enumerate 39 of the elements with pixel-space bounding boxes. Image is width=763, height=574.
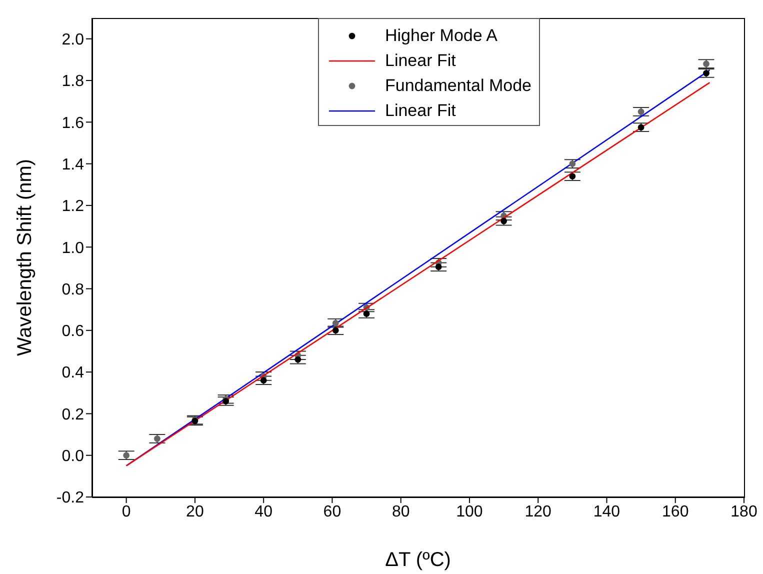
point [569,160,576,167]
x-tick-label: 140 [593,503,620,520]
legend-label: Linear Fit [385,100,456,120]
x-tick-label: 120 [524,503,552,520]
y-tick-label: 1.2 [62,198,84,216]
x-tick-label: 0 [122,503,131,520]
point [260,377,267,384]
x-tick-label: 100 [456,503,483,520]
y-tick-label: -0.2 [56,490,84,507]
point [154,435,160,442]
y-tick-label: 2.0 [62,32,84,49]
point [638,124,644,131]
x-tick-label: 60 [323,503,342,520]
y-tick-label: 1.6 [62,114,84,132]
x-tick-label: 180 [730,503,758,520]
point [123,452,130,459]
point [500,218,507,224]
y-tick-label: 0.2 [62,406,84,424]
point [569,173,576,180]
y-tick-label: 1.0 [62,240,84,257]
y-tick-label: 1.4 [62,156,84,174]
legend-label: Linear Fit [385,50,456,70]
y-axis-title: Wavelength Shift (nm) [14,158,36,356]
y-tick-label: 0.0 [62,448,84,466]
point [638,108,644,115]
point [222,398,230,404]
y-tick-label: 1.8 [62,73,84,90]
x-tick-label: 80 [392,503,410,520]
point [435,264,442,270]
x-tick-label: 20 [186,503,204,520]
point [294,356,302,363]
y-tick-label: 0.8 [62,281,84,298]
y-tick-label: 0.4 [62,364,84,382]
y-tick-label: 0.6 [62,323,84,340]
x-tick-label: 160 [662,503,689,520]
x-tick-label: 40 [254,503,273,520]
legend-label: Higher Mode A [385,26,498,46]
legend-label: Fundamental Mode [385,76,532,96]
x-axis-title: ΔT (ºC) [385,549,451,571]
